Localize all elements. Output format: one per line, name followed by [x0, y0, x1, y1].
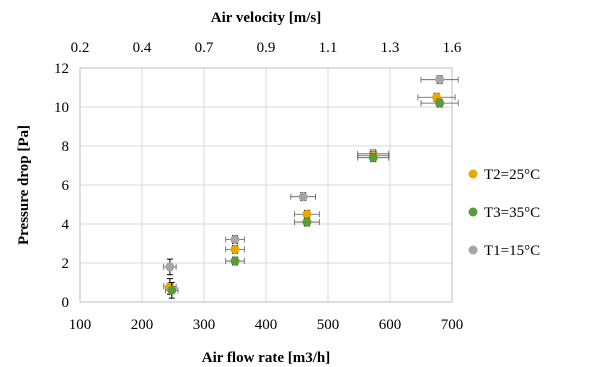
series-2	[163, 92, 456, 295]
data-point	[302, 209, 312, 219]
data-point	[435, 98, 445, 108]
y-tick-label: 0	[62, 295, 70, 311]
data-point	[230, 244, 240, 254]
x2-axis-ticks: 0.2 0.4 0.7 0.9 1.1 1.3 1.6	[71, 40, 462, 56]
legend-marker	[468, 245, 478, 255]
y-tick-label: 12	[54, 61, 69, 77]
x2-axis-label: Air velocity [m/s]	[211, 10, 322, 26]
series-3	[165, 98, 459, 299]
series-1	[163, 75, 459, 276]
data-point	[230, 256, 240, 266]
legend-label: T1=15°C	[484, 243, 540, 259]
series-layer	[163, 75, 459, 299]
x-tick-label: 700	[441, 317, 464, 333]
y-axis-ticks: 0 2 4 6 8 10 12	[54, 61, 70, 311]
legend-marker	[468, 169, 478, 179]
y-tick-label: 6	[62, 178, 70, 194]
data-point	[167, 285, 177, 295]
legend: T2=25°C T3=35°C T1=15°C	[468, 167, 540, 259]
legend-label: T2=25°C	[484, 167, 540, 183]
x-tick-label: 100	[69, 317, 92, 333]
y-tick-label: 4	[62, 217, 70, 233]
x2-tick-label: 0.4	[133, 40, 152, 56]
data-point	[435, 75, 445, 85]
data-point	[302, 217, 312, 227]
x2-tick-label: 1.6	[443, 40, 462, 56]
x-tick-label: 400	[255, 317, 278, 333]
legend-label: T3=35°C	[484, 205, 540, 221]
legend-marker	[468, 207, 478, 217]
x-tick-label: 200	[131, 317, 154, 333]
x2-tick-label: 1.3	[381, 40, 400, 56]
x-tick-label: 300	[193, 317, 216, 333]
plot-area-frame	[79, 67, 453, 303]
x2-tick-label: 0.7	[195, 40, 214, 56]
data-point	[298, 192, 308, 202]
y-axis-label: Pressure drop [Pa]	[16, 125, 32, 245]
data-point	[368, 153, 378, 163]
data-point	[165, 262, 175, 272]
x-axis-label: Air flow rate [m3/h]	[202, 350, 330, 366]
x2-tick-label: 1.1	[319, 40, 338, 56]
data-point	[230, 235, 240, 245]
x-tick-label: 600	[379, 317, 402, 333]
y-tick-label: 10	[54, 100, 69, 116]
x-tick-label: 500	[317, 317, 340, 333]
x2-tick-label: 0.9	[257, 40, 276, 56]
grid-lines	[80, 68, 452, 302]
x-axis-ticks: 100 200 300 400 500 600 700	[69, 317, 464, 333]
x2-tick-label: 0.2	[71, 40, 90, 56]
y-tick-label: 8	[62, 139, 70, 155]
y-tick-label: 2	[62, 256, 70, 272]
